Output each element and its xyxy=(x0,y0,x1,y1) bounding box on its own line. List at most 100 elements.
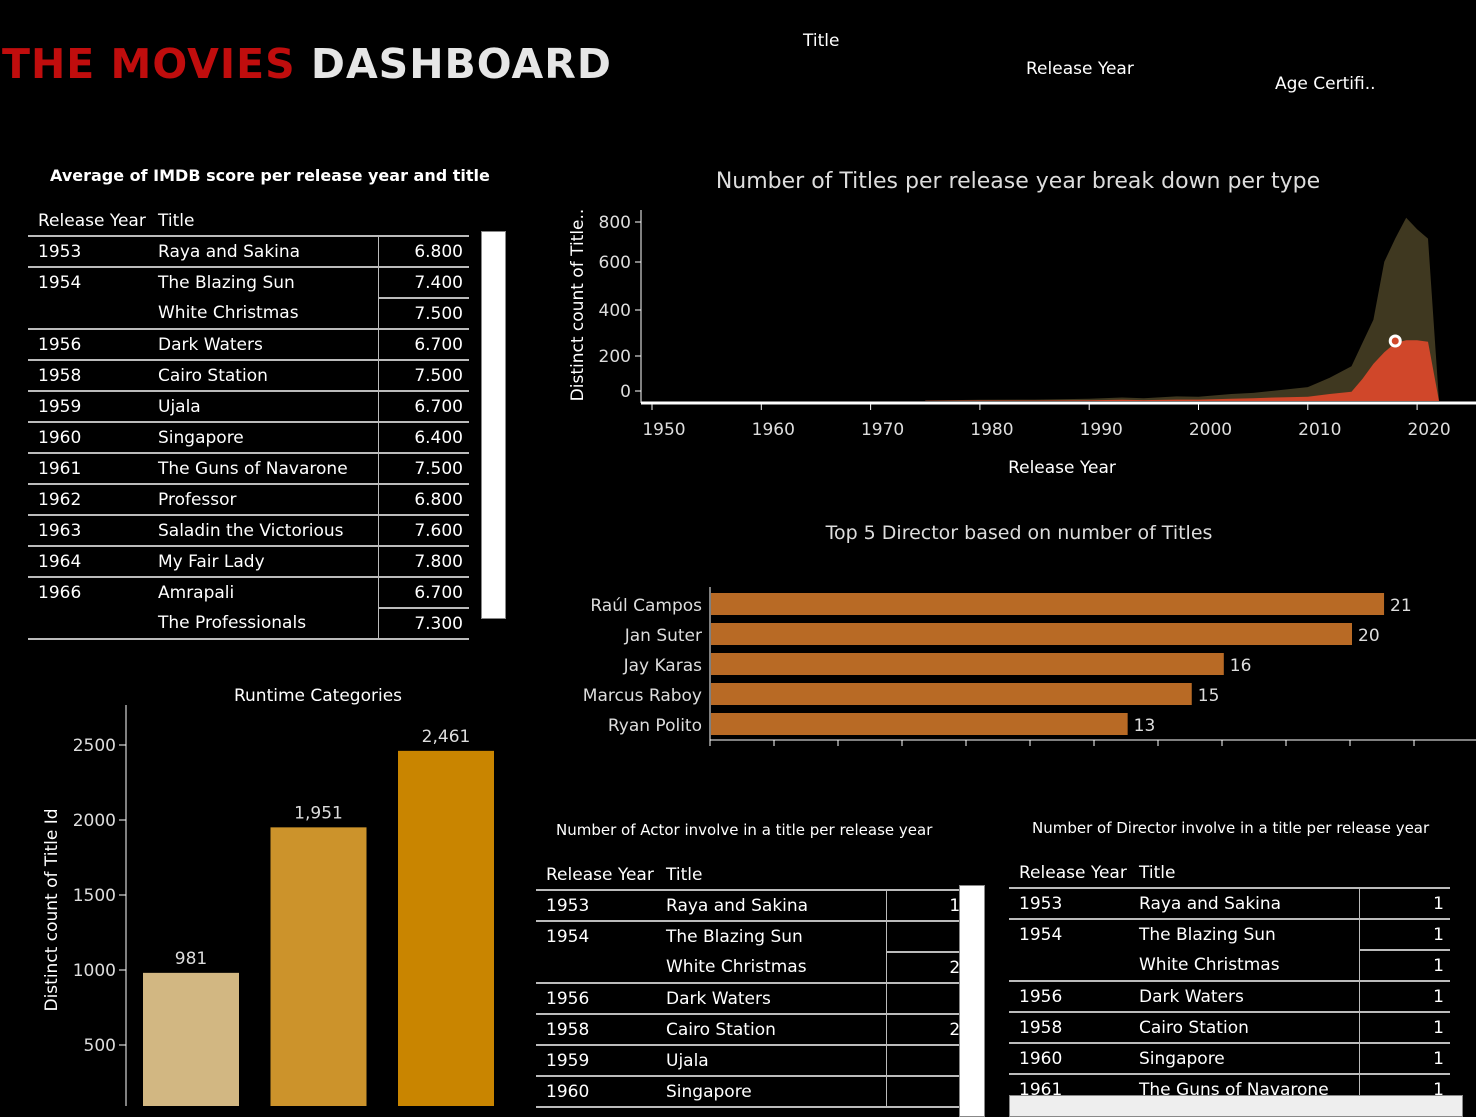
runtime-chart-title: Runtime Categories xyxy=(234,686,402,706)
x-tick-label: 1980 xyxy=(970,420,1013,440)
cell-year: 1960 xyxy=(536,1075,656,1108)
cell-value: 1 xyxy=(1359,980,1450,1012)
runtime-bar xyxy=(398,750,494,1106)
cell-title: Raya and Sakina xyxy=(1129,887,1360,919)
x-tick-label: 2000 xyxy=(1189,420,1232,440)
area-series-0 xyxy=(925,340,1439,401)
table-row[interactable]: 1963 Saladin the Victorious 7.600 xyxy=(28,514,469,546)
table-row[interactable]: 1953 Raya and Sakina 1 xyxy=(1009,887,1450,919)
table-row[interactable]: 1956 Dark Waters 6.700 xyxy=(28,328,469,360)
runtime-bar-label: 2,461 xyxy=(422,727,471,747)
cell-title: Cairo Station xyxy=(148,359,379,391)
column-header[interactable]: Release Year xyxy=(1019,862,1127,883)
table-row[interactable]: 1958 Cairo Station 7.500 xyxy=(28,359,469,391)
cell-year: 1961 xyxy=(28,452,148,484)
cell-value: 1 xyxy=(1359,887,1450,919)
cell-title: The Blazing Sun xyxy=(1129,918,1360,950)
cell-title: Raya and Sakina xyxy=(148,235,379,267)
cell-title: Professor xyxy=(148,483,379,515)
cell-value: 1 xyxy=(1359,1042,1450,1074)
cell-title: Dark Waters xyxy=(148,328,379,360)
table-row[interactable]: 1958 Cairo Station 1 xyxy=(1009,1011,1450,1043)
filter-release-year[interactable]: Release Year xyxy=(1026,59,1134,79)
runtime-bar xyxy=(270,827,367,1106)
column-header[interactable]: Release Year xyxy=(546,864,654,885)
column-header[interactable]: Title xyxy=(666,864,703,885)
cell-title: The Guns of Navarone xyxy=(148,452,379,484)
director-label: Ryan Polito xyxy=(608,716,702,736)
cell-year: 1953 xyxy=(536,889,656,921)
director-value: 15 xyxy=(1198,686,1220,706)
table-row[interactable]: 1962 Professor 6.800 xyxy=(28,483,469,515)
table-row[interactable]: 1964 My Fair Lady 7.800 xyxy=(28,545,469,577)
runtime-y-tick-label: 1000 xyxy=(73,961,116,981)
table-row[interactable]: 1960 Singapore 1 xyxy=(1009,1042,1450,1074)
director-bar xyxy=(711,653,1224,675)
table-row[interactable]: 1954 The Blazing Sun 1 xyxy=(1009,918,1450,950)
table-row[interactable]: 1959 Ujala 6.700 xyxy=(28,390,469,422)
cell-year: 1959 xyxy=(536,1044,656,1076)
cell-title: Singapore xyxy=(656,1075,887,1108)
cell-title: White Christmas xyxy=(666,957,807,977)
table-row[interactable]: 1960 Singapore 6.400 xyxy=(28,421,469,453)
x-tick-label: 2020 xyxy=(1407,420,1450,440)
runtime-y-label: Distinct count of Title Id xyxy=(42,808,62,1011)
filter-age-certification[interactable]: Age Certifi.. xyxy=(1275,74,1376,94)
cell-year xyxy=(28,608,148,640)
cell-title: The Blazing Sun xyxy=(148,266,379,298)
area-x-label: Release Year xyxy=(1008,458,1116,478)
cell-value: 6.700 xyxy=(378,576,469,608)
cell-value: 7.600 xyxy=(378,514,469,546)
cell-title: Dark Waters xyxy=(1129,980,1360,1012)
cell-value: 6.700 xyxy=(378,390,469,422)
director-bar xyxy=(711,683,1192,705)
cell-year: 1962 xyxy=(28,483,148,515)
director-label: Raúl Campos xyxy=(590,596,702,616)
y-tick-label: 200 xyxy=(599,347,631,367)
x-tick-label: 1960 xyxy=(752,420,795,440)
cell-title: Raya and Sakina xyxy=(656,889,887,921)
table-row[interactable]: 1956 Dark Waters 1 xyxy=(1009,980,1450,1012)
filter-title[interactable]: Title xyxy=(803,31,840,51)
cell-value: 6.800 xyxy=(378,483,469,515)
director-bar xyxy=(711,713,1128,735)
y-tick-label: 600 xyxy=(599,253,631,273)
table-row[interactable]: 1960Singapore5 xyxy=(536,1075,977,1108)
table-row[interactable]: 1954 The Blazing Sun 7.400 xyxy=(28,266,469,298)
imdb-table-scrollbar[interactable] xyxy=(481,231,506,619)
y-tick-label: 400 xyxy=(599,301,631,321)
column-header[interactable]: Title xyxy=(1139,862,1176,883)
table-row[interactable]: 1959Ujala9 xyxy=(536,1044,977,1076)
director-bar xyxy=(711,593,1385,615)
table-row[interactable]: 1966 Amrapali 6.700 xyxy=(28,576,469,608)
y-tick-label: 800 xyxy=(599,213,631,233)
column-header[interactable]: Release Year xyxy=(38,210,146,231)
director-value: 20 xyxy=(1358,626,1380,646)
cell-year: 1960 xyxy=(28,421,148,453)
cell-title: Cairo Station xyxy=(656,1013,887,1045)
director-value: 13 xyxy=(1134,716,1156,736)
director-table: Release Year Title 1953 Raya and Sakina 1 195… xyxy=(1009,858,1450,1106)
cell-year: 1953 xyxy=(1009,887,1129,919)
cell-value: 7.300 xyxy=(378,607,469,640)
cell-value: 6.800 xyxy=(378,235,469,267)
cell-year: 1964 xyxy=(28,545,148,577)
dashboard-title: THE MOVIES DASHBOARD xyxy=(2,40,612,88)
cell-title: Ujala xyxy=(148,390,379,422)
runtime-bar-label: 1,951 xyxy=(294,803,343,823)
column-header[interactable]: Title xyxy=(158,210,195,231)
cell-value: 6.700 xyxy=(378,328,469,360)
cell-year: 1956 xyxy=(536,982,656,1014)
table-row[interactable]: White Christmas 1 xyxy=(1009,949,1450,981)
table-row[interactable]: White Christmas 7.500 xyxy=(28,297,469,329)
cell-value: 1 xyxy=(1359,949,1450,981)
x-tick-label: 1970 xyxy=(861,420,904,440)
cell-year: 1956 xyxy=(28,328,148,360)
table-row[interactable]: 1953 Raya and Sakina 6.800 xyxy=(28,235,469,267)
actor-table-scrollbar[interactable] xyxy=(959,885,985,1117)
table-row[interactable]: The Professionals 7.300 xyxy=(28,607,469,640)
table-row[interactable]: 1961 The Guns of Navarone 7.500 xyxy=(28,452,469,484)
cell-year: 1954 xyxy=(1009,918,1129,950)
